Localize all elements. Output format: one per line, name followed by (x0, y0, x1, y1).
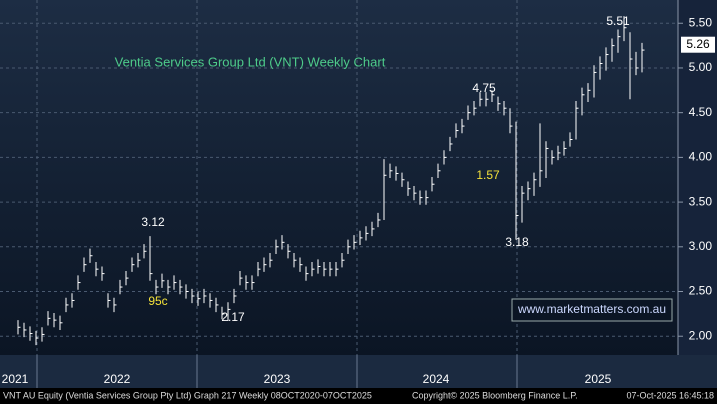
chart-title: Ventia Services Group Ltd (VNT) Weekly C… (115, 54, 386, 69)
annotation: 1.57 (476, 168, 500, 182)
y-tick-label: 4.00 (689, 150, 713, 164)
last-price-label: 5.26 (686, 37, 710, 51)
x-tick-label: 2023 (264, 372, 291, 386)
annotation: 3.18 (505, 235, 529, 249)
x-tick-label: 2021 (2, 372, 29, 386)
y-tick-label: 2.00 (689, 328, 713, 342)
footer-center: Copyright© 2025 Bloomberg Finance L.P. (412, 390, 578, 400)
bars (17, 16, 645, 346)
y-tick-label: 5.00 (689, 60, 713, 74)
y-tick-label: 4.50 (689, 105, 713, 119)
annotation: 4.75 (472, 81, 496, 95)
plot-area (0, 0, 678, 355)
footer-bar (0, 388, 717, 404)
x-tick-label: 2025 (585, 372, 612, 386)
annotation: 3.12 (141, 215, 165, 229)
annotation: 95c (148, 294, 167, 308)
watermark-box (511, 298, 673, 322)
x-tick-label: 2024 (423, 372, 450, 386)
footer-left: VNT AU Equity (Ventia Services Group Pty… (3, 390, 372, 400)
footer-right: 07-Oct-2025 16:45:18 (626, 390, 714, 400)
y-axis-panel (678, 0, 717, 355)
grid (0, 0, 678, 355)
x-tick-label: 2022 (104, 372, 131, 386)
watermark: www.marketmatters.com.au (517, 302, 666, 316)
last-price-box (681, 36, 715, 53)
annotation: 5.51 (606, 14, 630, 28)
y-tick-label: 3.00 (689, 239, 713, 253)
y-tick-label: 3.50 (689, 194, 713, 208)
annotation: 2.17 (221, 310, 245, 324)
y-tick-label: 2.50 (689, 284, 713, 298)
x-axis-panel (0, 355, 717, 388)
y-tick-label: 5.50 (689, 15, 713, 29)
